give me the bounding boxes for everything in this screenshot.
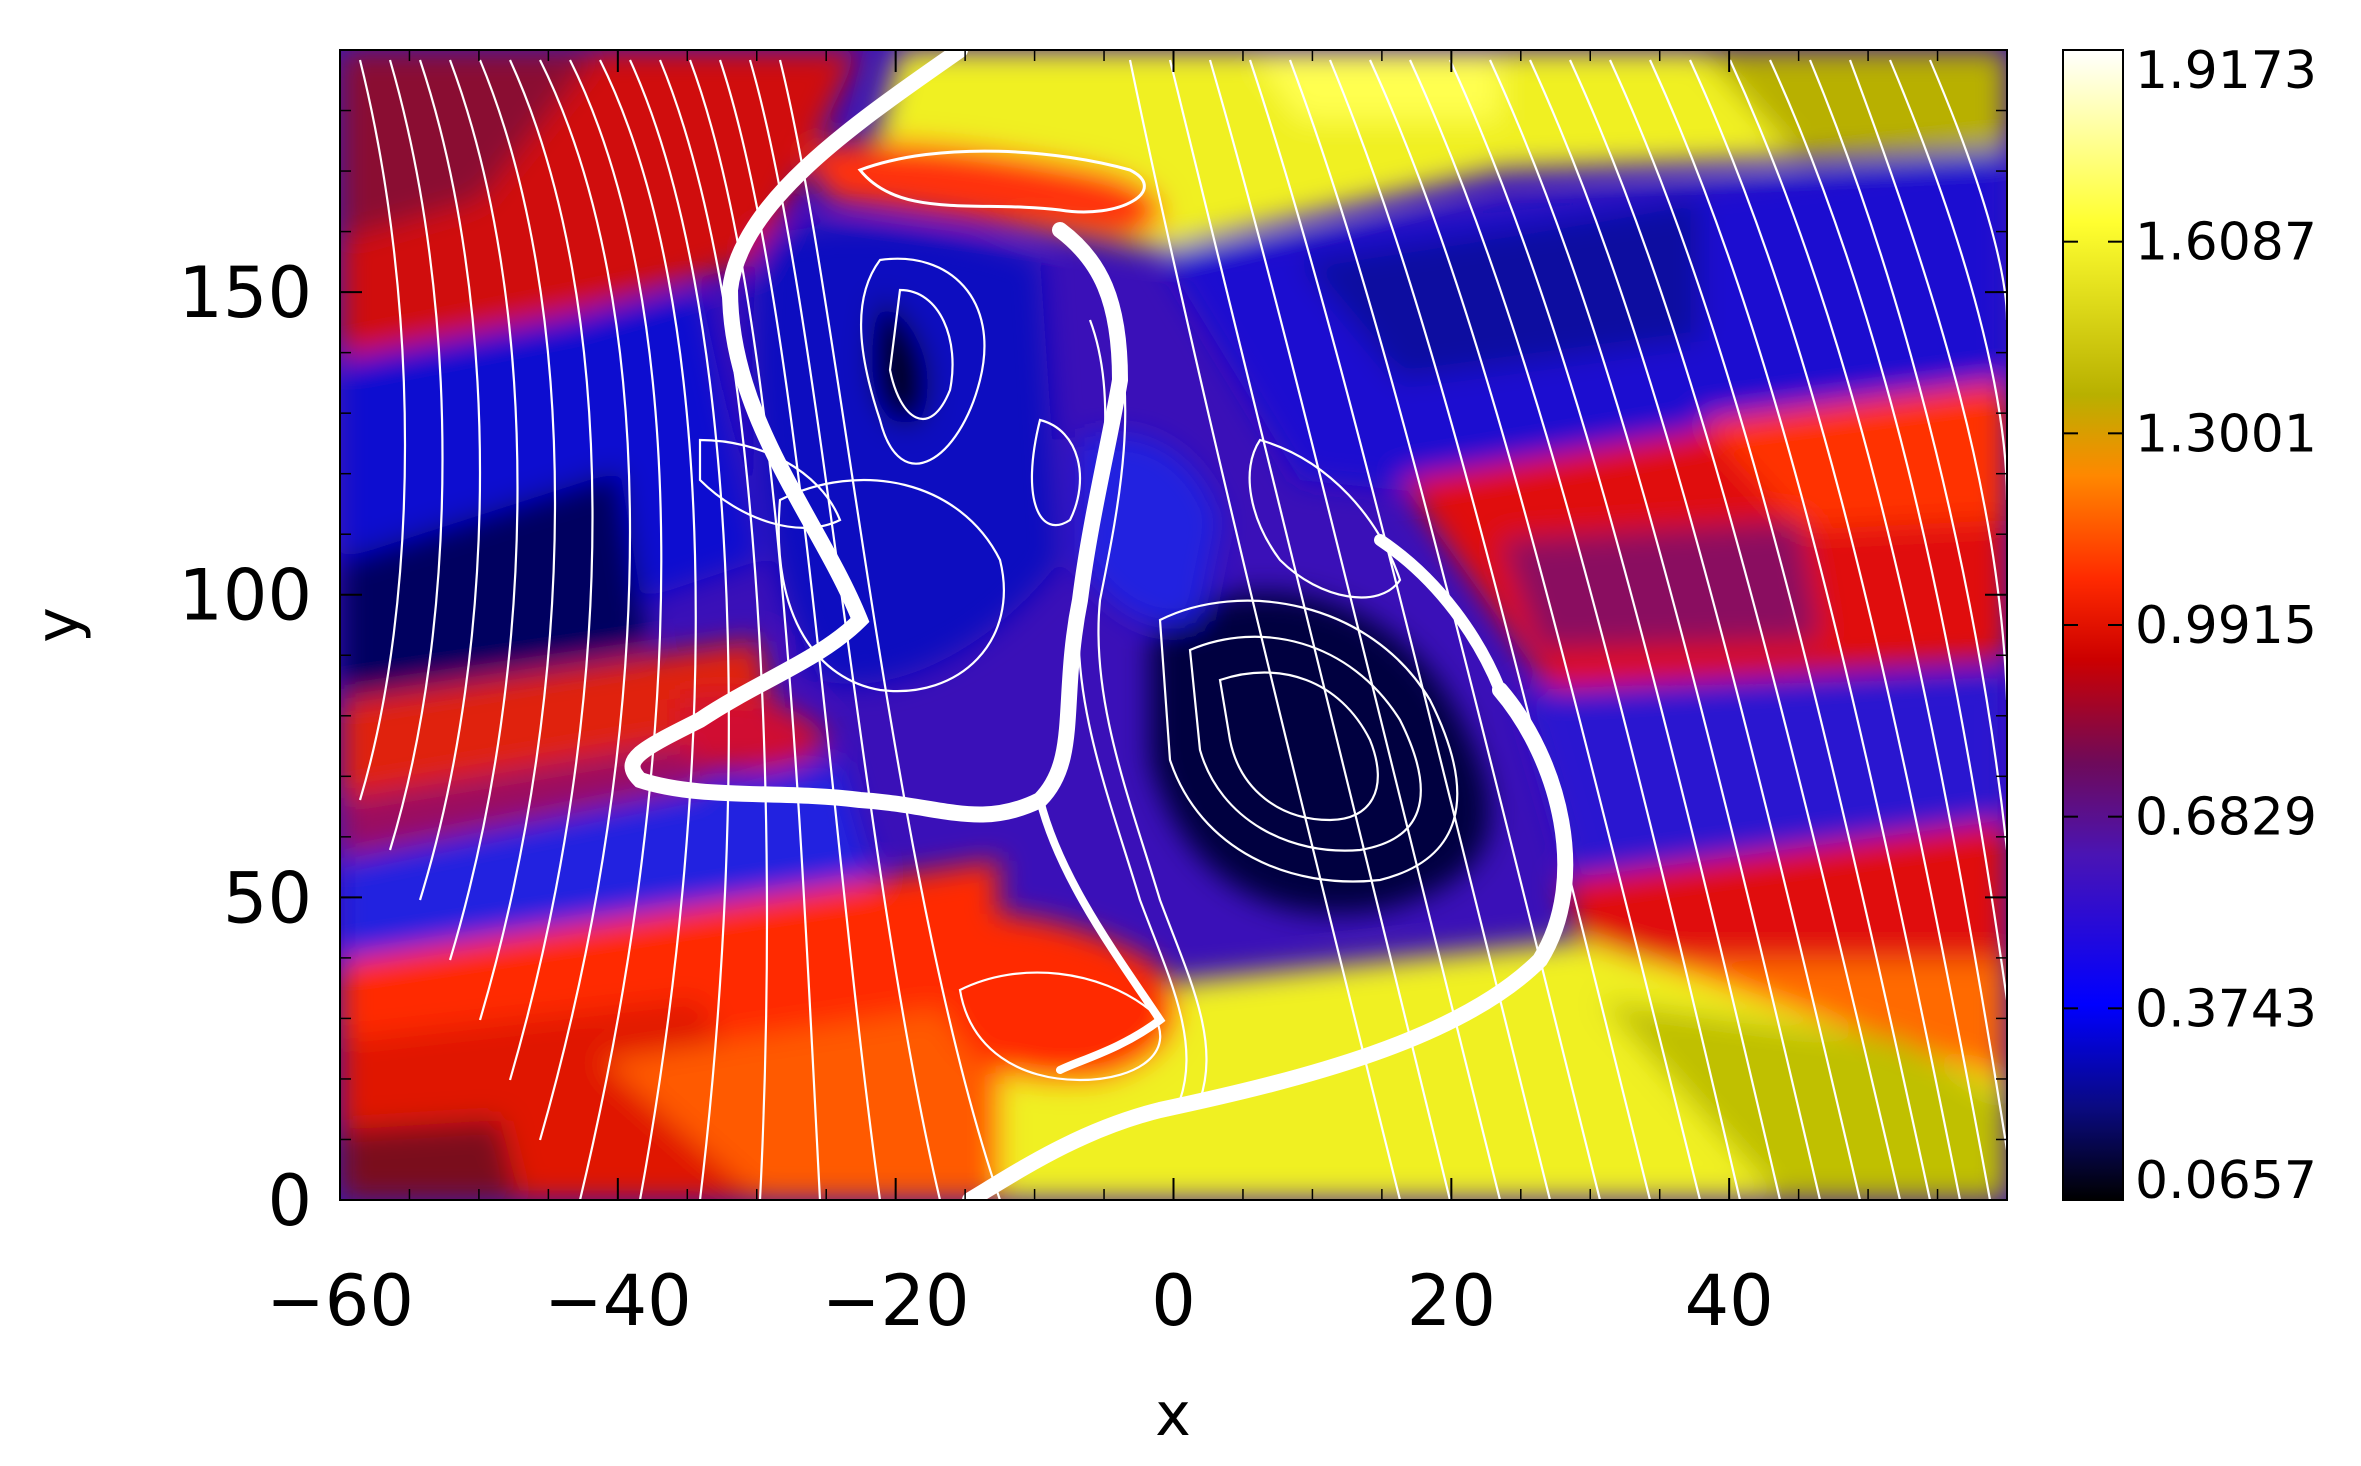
y-tick-label: 0 bbox=[267, 1160, 312, 1242]
y-axis: 0 50 100 150 bbox=[178, 49, 2007, 1242]
x-axis: −60 −40 −20 0 20 40 bbox=[266, 50, 2008, 1342]
y-axis-label: y bbox=[23, 607, 93, 643]
x-tick-label: −20 bbox=[822, 1260, 970, 1342]
x-tick-label: 40 bbox=[1685, 1260, 1774, 1342]
shock-fronts bbox=[624, 50, 1574, 1200]
colorbar-ticks: 0.0657 0.3743 0.6829 0.9915 1.3001 1.6087 1.91… bbox=[2063, 41, 2317, 1211]
colorbar-tick-label: 1.3001 bbox=[2135, 404, 2317, 464]
colorbar-tick-label: 1.6087 bbox=[2135, 213, 2317, 273]
y-tick-label: 100 bbox=[178, 555, 312, 637]
x-tick-label: −40 bbox=[544, 1260, 692, 1342]
y-tick-label: 50 bbox=[223, 857, 312, 939]
y-tick-label: 150 bbox=[178, 252, 312, 334]
colorbar-tick-label: 0.6829 bbox=[2135, 788, 2317, 848]
colorbar-tick-label: 1.9173 bbox=[2135, 41, 2317, 101]
heatmap-field bbox=[340, 50, 2007, 1200]
x-tick-label: 0 bbox=[1151, 1260, 1196, 1342]
x-axis-label: x bbox=[1155, 1380, 1191, 1450]
colorbar-tick-label: 0.3743 bbox=[2135, 979, 2317, 1039]
colorbar-tick-label: 0.9915 bbox=[2135, 596, 2317, 656]
x-tick-label: 20 bbox=[1407, 1260, 1496, 1342]
colorbar-tick-label: 0.0657 bbox=[2135, 1151, 2317, 1211]
x-tick-label: −60 bbox=[266, 1260, 414, 1342]
